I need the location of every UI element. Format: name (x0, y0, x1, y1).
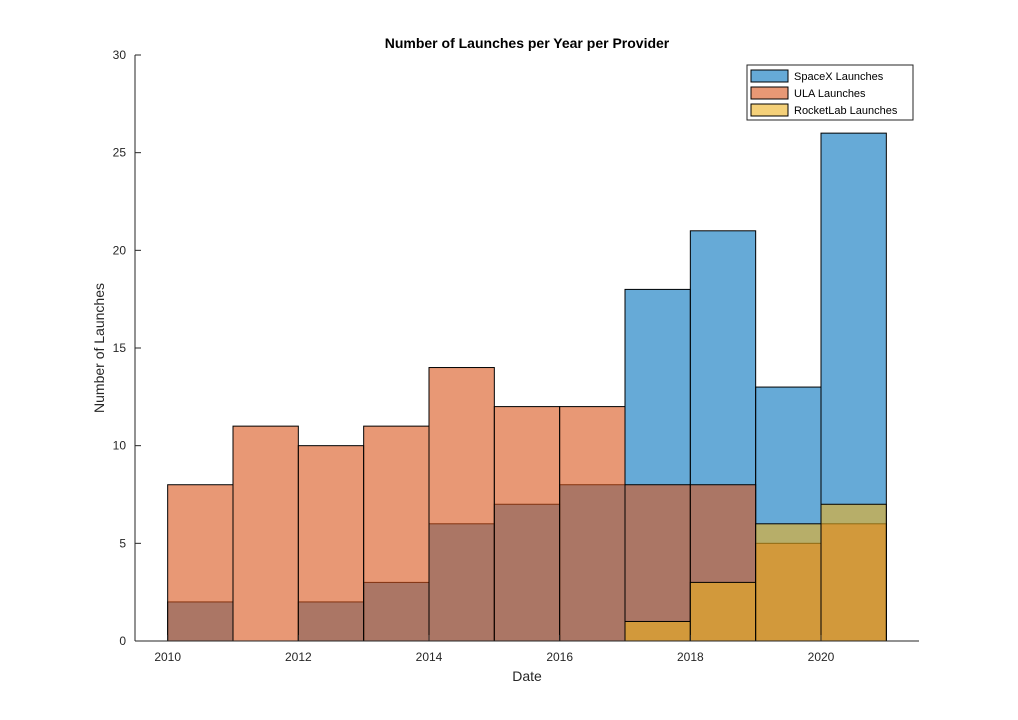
x-tick-label: 2018 (677, 650, 704, 664)
y-tick-label: 5 (119, 536, 126, 550)
y-tick-label: 25 (113, 146, 127, 160)
legend: SpaceX Launches ULA Launches RocketLab Lau… (746, 64, 914, 121)
ula-launches-bar (297, 445, 365, 642)
rocketlab-launches-legend-label: RocketLab Launches (794, 105, 898, 117)
rocketlab-launches-bar (755, 523, 822, 642)
ula-launches-bar (559, 406, 626, 642)
x-tick-label: 2012 (285, 650, 312, 664)
y-tick-label: 10 (113, 439, 127, 453)
ula-launches-bar (232, 425, 299, 642)
bars-layer (167, 132, 887, 642)
spacex-launches-legend-label: SpaceX Launches (794, 71, 884, 83)
ula-launches-bar (363, 425, 430, 642)
axes-layer: 2010 2012 2014 2016 2018 2020 0 5 10 15 20 25 30 (113, 48, 919, 664)
ula-launches-legend-label: ULA Launches (794, 88, 866, 100)
rocketlab-launches-legend-swatch (750, 103, 789, 117)
y-tick-label: 30 (113, 48, 127, 62)
x-tick-label: 2020 (808, 650, 835, 664)
rocketlab-launches-bar (689, 581, 757, 642)
x-tick-label: 2016 (546, 650, 573, 664)
ula-launches-bar (493, 406, 561, 642)
spacex-launches-legend-swatch (750, 69, 789, 83)
ula-launches-bar (428, 367, 495, 642)
ula-launches-bar (624, 484, 691, 642)
x-tick-label: 2014 (416, 650, 443, 664)
rocketlab-launches-bar (820, 503, 887, 642)
ula-launches-bar (167, 484, 234, 642)
y-tick-label: 20 (113, 243, 127, 257)
x-axis-label: Date (512, 668, 542, 684)
y-tick-label: 0 (119, 634, 126, 648)
ula-launches-legend-swatch (750, 86, 789, 100)
chart-title: Number of Launches per Year per Provider (385, 35, 670, 51)
y-tick-label: 15 (113, 341, 127, 355)
rocketlab-launches-bar (624, 620, 691, 642)
x-tick-label: 2010 (154, 650, 181, 664)
y-axis-label: Number of Launches (91, 283, 107, 413)
